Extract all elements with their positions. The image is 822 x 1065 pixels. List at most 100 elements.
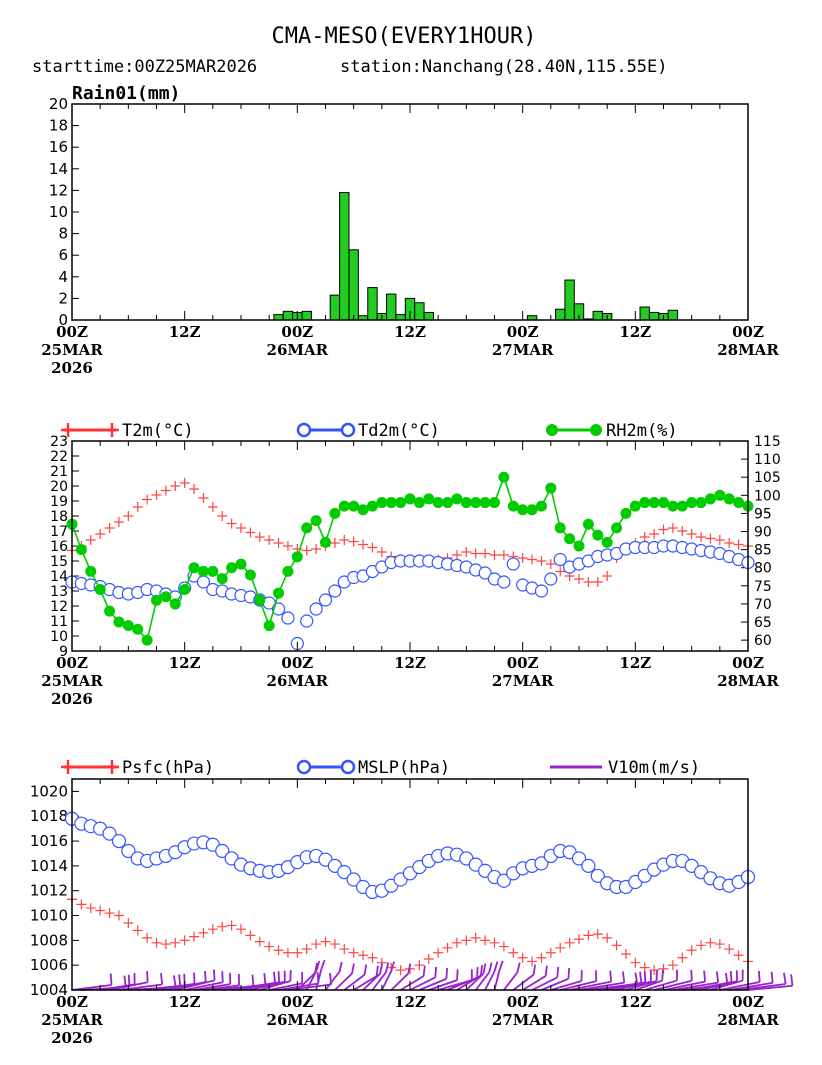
rain-bar [282, 310, 294, 321]
rain-x-label: 12Z [169, 323, 201, 341]
pres-x-label: 12Z [619, 993, 651, 1011]
pres-x-label: 00Z [507, 993, 539, 1011]
rh-y2-label: 70 [754, 597, 772, 613]
td2m-point [534, 584, 549, 598]
psfc-point [489, 937, 500, 948]
rain-bar [395, 314, 406, 321]
td2m-point [553, 552, 567, 567]
pres-x-label: 28MAR [717, 1011, 779, 1029]
temp-x-label: 00Z [56, 654, 88, 672]
psfc-point [705, 937, 716, 948]
rain-bar [648, 311, 660, 321]
rain-y-label: 0 [58, 311, 68, 329]
wind-barb [259, 980, 291, 991]
wind-barb-feather [173, 975, 177, 988]
psfc-point [207, 924, 218, 935]
td2m-point [318, 593, 333, 607]
wind-barb-feather [639, 971, 643, 983]
t2m-point [207, 502, 218, 512]
pres-x-label: 27MAR [492, 1011, 554, 1029]
pres-legend-marker [61, 760, 75, 774]
rh-point [554, 522, 566, 534]
wind-barb [315, 969, 323, 991]
pres-legend-marker [340, 759, 356, 775]
td2m-point [506, 557, 520, 571]
rh-point [714, 489, 726, 501]
t2m-point [217, 511, 228, 521]
t2m-point [649, 529, 660, 539]
psfc-point [85, 903, 96, 914]
pressure-panel: Psfc(hPa) MSLP(hPa) V10m(m/s) 1004 1006 1008 1… [30, 758, 794, 1047]
rh-point [573, 540, 585, 552]
pres-y-label: 1006 [30, 956, 68, 974]
t2m-point [714, 535, 725, 545]
rh-point [254, 594, 266, 606]
rh-point [592, 529, 604, 541]
psfc-point [273, 945, 284, 956]
t2m-point [104, 523, 115, 533]
rain-y-label: 6 [58, 246, 68, 264]
wind-barb-feather [567, 968, 571, 979]
rain-bar [639, 306, 650, 321]
psfc-point [348, 947, 359, 958]
rain-y-label: 10 [49, 203, 68, 221]
temp-legend-label: T2m(°C) [122, 421, 194, 441]
wind-barb-feather [178, 974, 182, 987]
rh-point [104, 605, 116, 617]
wind-barb-feather [379, 963, 383, 974]
psfc-point [198, 927, 209, 938]
rh-point [151, 594, 162, 606]
wind-barb-feather [272, 971, 277, 983]
temperature-panel: T2m(°C) Td2m(°C) RH2m(%)910111213141516171… [41, 421, 781, 708]
rh-point [639, 497, 651, 509]
rh-point [85, 565, 97, 577]
wind-barb-feather [204, 970, 207, 983]
rain-bar [273, 314, 284, 321]
pres-y-label: 1020 [30, 782, 68, 800]
temp-x-label: 27MAR [492, 672, 554, 690]
rh-point [395, 497, 407, 509]
temp-y-label: 18 [50, 509, 68, 525]
psfc-point [367, 952, 378, 963]
rh-point [535, 500, 547, 512]
pres-y-label: 1012 [30, 882, 68, 900]
wind-barb-feather [315, 960, 321, 971]
wind-barb [569, 980, 612, 991]
psfc-point [686, 945, 697, 956]
temp-x-label: 00Z [507, 654, 539, 672]
wind-barb [400, 975, 425, 991]
temp-legend-marker [340, 422, 356, 438]
pres-legend-label: V10m(m/s) [608, 758, 700, 778]
temp-legend-marker [296, 422, 312, 438]
wind-barb [334, 972, 353, 991]
psfc-point [714, 939, 725, 950]
pres-legend-label: Psfc(hPa) [122, 758, 214, 778]
rain-bar [386, 293, 397, 321]
wind-barb-feather [160, 973, 164, 985]
wind-barb-feather [609, 970, 613, 982]
t2m-point [667, 523, 678, 533]
rh-point [216, 573, 228, 585]
wind-barb-feather [263, 973, 267, 985]
t2m-point [273, 538, 284, 548]
psfc-point [104, 908, 115, 919]
wind-barb [503, 971, 519, 991]
rh-point [479, 497, 491, 509]
temp-y-label: 19 [50, 494, 68, 510]
wind-barb-feather [544, 965, 548, 977]
rh-point [94, 583, 106, 595]
rain-y-label: 18 [49, 117, 68, 135]
rain-y-label: 12 [49, 181, 68, 199]
rh-y2-label: 65 [754, 615, 772, 631]
wind-barb-feather [516, 962, 521, 973]
rh-point [273, 587, 285, 599]
psfc-point [160, 939, 171, 950]
psfc-point [95, 905, 106, 916]
wind-barb-feather [621, 971, 626, 983]
rh-point [442, 497, 454, 509]
rh-point [601, 536, 613, 548]
t2m-point [639, 532, 650, 542]
wind-barb-feather [251, 974, 255, 987]
t2m-point [376, 547, 387, 557]
t2m-point [245, 527, 256, 538]
